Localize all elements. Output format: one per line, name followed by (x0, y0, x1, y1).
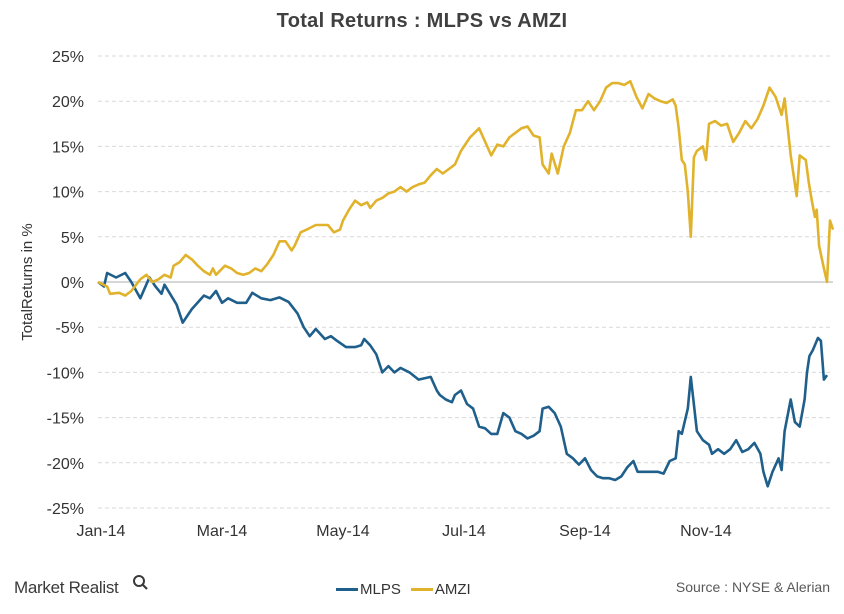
legend-label-mlps: MLPS (360, 581, 401, 598)
y-tick-label: -5% (56, 320, 84, 337)
x-tick-label: Sep-14 (559, 523, 611, 540)
series-line-amzi (97, 80, 835, 297)
y-tick-label: -15% (47, 411, 84, 428)
source-note: Source : NYSE & Alerian (675, 579, 830, 595)
legend-item-amzi: AMZI (410, 581, 471, 598)
series-line-mlps (97, 271, 829, 488)
y-tick-label: -25% (47, 501, 84, 518)
y-tick-label: 25% (52, 49, 84, 66)
legend-swatch-mlps (336, 588, 358, 591)
y-axis-title: TotalReturns in % (19, 223, 36, 341)
magnifier-icon (133, 575, 148, 590)
y-tick-label: 10% (52, 185, 84, 202)
legend-swatch-amzi (410, 588, 433, 591)
grid-lines (98, 55, 833, 509)
x-tick-label: Jul-14 (442, 523, 486, 540)
y-tick-label: -10% (47, 365, 84, 382)
legend-label-amzi: AMZI (434, 581, 471, 598)
y-tick-label: 0% (61, 275, 84, 292)
y-tick-label: -20% (47, 456, 84, 473)
y-tick-label: 15% (52, 139, 84, 156)
x-tick-label: Jan-14 (77, 523, 126, 540)
x-tick-label: Nov-14 (680, 523, 732, 540)
y-tick-label: 5% (61, 230, 84, 247)
x-tick-label: May-14 (316, 523, 369, 540)
chart-title: Total Returns : MLPS vs AMZI (276, 10, 568, 32)
series-lines (97, 80, 835, 488)
brand-logo-text: Market Realist (14, 578, 119, 597)
legend: MLPS AMZI (336, 581, 481, 598)
x-tick-label: Mar-14 (197, 523, 248, 540)
legend-item-mlps: MLPS (336, 581, 401, 598)
y-tick-label: 20% (52, 94, 84, 111)
tick-labels: 25% 20% 15% 10% 5% 0% -5% -10% -15% -20% -25% Jan-1… (47, 49, 732, 540)
